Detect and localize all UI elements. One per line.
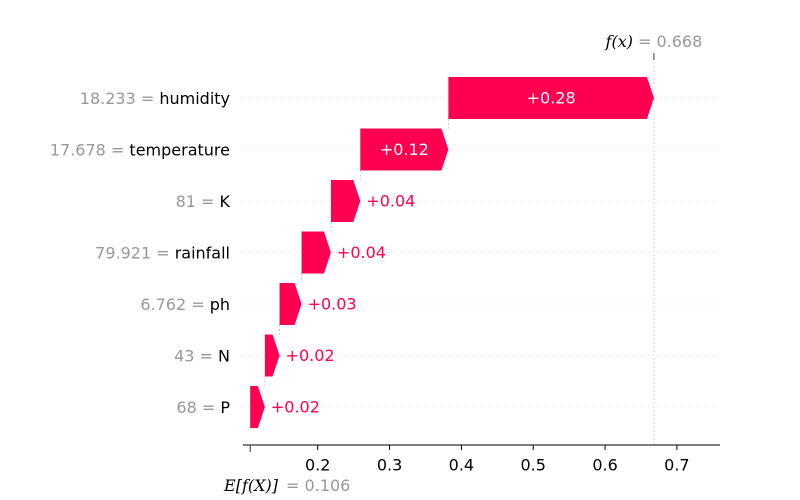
bar-N — [264, 334, 280, 377]
feature-value: 6.762 = — [140, 295, 209, 314]
feature-name: ph — [210, 295, 230, 314]
feature-value: 68 = — [176, 398, 220, 417]
feature-name: humidity — [159, 89, 230, 108]
output-symbol: f(x) — [605, 32, 633, 51]
x-tick-label: 0.3 — [377, 456, 402, 475]
feature-label: 6.762 = ph — [140, 295, 230, 314]
bar-rainfall — [301, 231, 331, 274]
bar-K — [330, 180, 361, 222]
contribution-label: +0.28 — [527, 89, 576, 108]
feature-value: 43 = — [174, 346, 218, 365]
base-label: E[f(X)] = 0.106 — [223, 476, 350, 495]
feature-name: temperature — [129, 140, 230, 159]
contribution-label: +0.02 — [271, 398, 320, 417]
bar-temperature — [360, 128, 449, 171]
feature-name: P — [220, 398, 230, 417]
contribution-label: +0.12 — [380, 140, 429, 159]
feature-value: 79.921 = — [95, 243, 175, 262]
x-axis: 0.2 0.3 0.4 0.5 0.6 0.7 — [243, 444, 720, 475]
contribution-label: +0.02 — [286, 346, 335, 365]
feature-label: 68 = P — [176, 398, 230, 417]
x-tick-label: 0.2 — [305, 456, 330, 475]
x-tick-label: 0.4 — [449, 456, 474, 475]
feature-value: 18.233 = — [80, 89, 160, 108]
base-symbol: E[f(X)] — [223, 476, 279, 495]
x-tick-label: 0.6 — [592, 456, 617, 475]
output-value: = 0.668 — [638, 32, 702, 51]
base-value: = 0.106 — [286, 476, 350, 495]
x-tick-label: 0.7 — [664, 456, 689, 475]
contribution-label: +0.04 — [337, 243, 386, 262]
feature-label: 18.233 = humidity — [80, 89, 230, 108]
feature-value: 81 = — [176, 192, 220, 211]
contribution-label: +0.04 — [366, 192, 415, 211]
feature-name: K — [220, 192, 231, 211]
contribution-label: +0.03 — [308, 295, 357, 314]
feature-label: 17.678 = temperature — [50, 140, 230, 159]
feature-label: 81 = K — [176, 192, 231, 211]
output-annotation: f(x) = 0.668 — [605, 32, 703, 60]
feature-label: 43 = N — [174, 346, 230, 365]
bar-humidity — [448, 77, 654, 119]
bar-ph — [279, 283, 302, 325]
bar-P — [250, 386, 265, 428]
base-annotation: E[f(X)] = 0.106 — [223, 445, 350, 495]
feature-value: 17.678 = — [50, 140, 130, 159]
x-tick-label: 0.5 — [520, 456, 545, 475]
feature-name: N — [218, 346, 230, 365]
output-label: f(x) = 0.668 — [605, 32, 703, 51]
feature-label: 79.921 = rainfall — [95, 243, 230, 262]
bars: +0.28 +0.12 +0.04 +0.04 +0.03 +0.02 +0.02 — [250, 77, 654, 428]
feature-labels: 18.233 = humidity 17.678 = temperature 81 … — [50, 89, 231, 417]
feature-name: rainfall — [175, 243, 230, 262]
